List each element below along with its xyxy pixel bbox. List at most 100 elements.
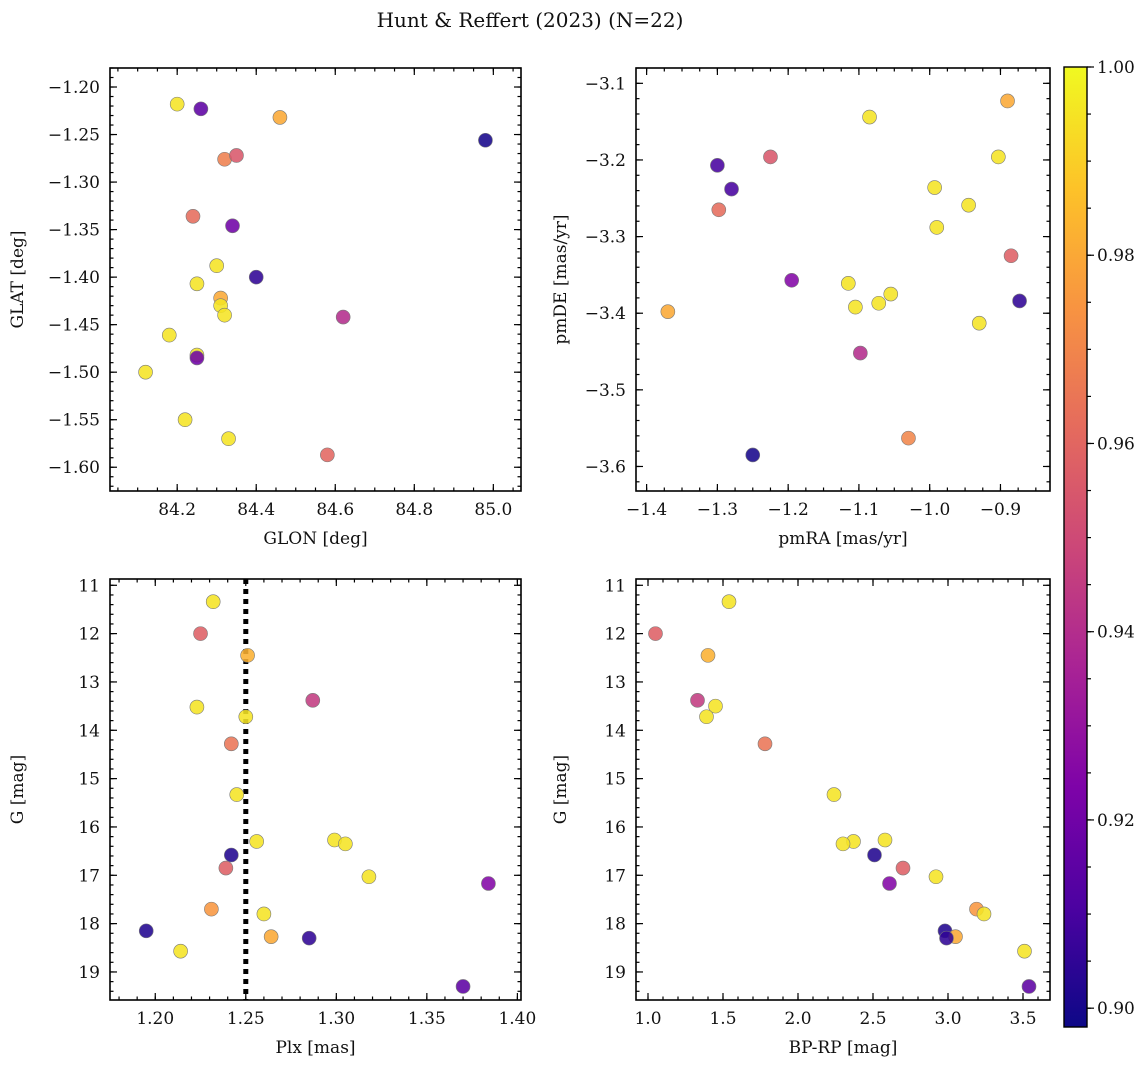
x-tick-label: 2.5 xyxy=(859,1009,886,1029)
y-tick-label: −1.40 xyxy=(48,268,100,288)
x-tick-label: 1.40 xyxy=(498,1009,536,1029)
data-point xyxy=(173,943,188,959)
y-tick-label: 12 xyxy=(78,625,100,645)
y-tick-label: −1.60 xyxy=(48,458,100,478)
data-point xyxy=(848,299,863,315)
x-tick-label: 2.0 xyxy=(784,1009,811,1029)
data-point xyxy=(335,309,351,325)
x-tick-label: 85.0 xyxy=(474,500,512,520)
data-point xyxy=(971,315,987,331)
x-tick-label: 84.2 xyxy=(158,500,196,520)
data-point xyxy=(929,220,945,235)
data-point xyxy=(177,412,193,428)
axes-frame xyxy=(635,67,1051,492)
scatter-panel-1: 84.2 84.4 84.6 84.8 85.0 −1.60 −1.55 −1.50 −1.45… xyxy=(8,67,522,549)
y-tick-label: 12 xyxy=(604,625,626,645)
data-point xyxy=(1017,943,1032,959)
data-point xyxy=(138,364,153,380)
data-point xyxy=(883,286,899,302)
data-point xyxy=(481,876,496,891)
data-point xyxy=(841,276,856,291)
axes-frame xyxy=(635,578,1051,1001)
y-tick-label: −1.50 xyxy=(48,363,100,383)
y-tick-label: 16 xyxy=(604,818,626,838)
x-tick-label: 1.30 xyxy=(317,1009,355,1029)
data-point xyxy=(708,698,723,714)
x-tick-label: −1.0 xyxy=(909,500,950,520)
y-tick-label: 11 xyxy=(78,576,100,596)
y-tick-label: −3.5 xyxy=(585,381,626,401)
y-axis-label: pmDE [mas/yr] xyxy=(551,214,571,344)
data-point xyxy=(991,149,1006,165)
x-axis-label: GLON [deg] xyxy=(263,529,367,549)
data-point xyxy=(895,860,911,876)
x-tick-label: 1.5 xyxy=(709,1009,736,1029)
data-point xyxy=(871,295,887,311)
data-point xyxy=(229,148,244,163)
scatter-panel-3: 1.20 1.25 1.30 1.35 1.40 11 12 13 14 15 16 17 18 19 Pl… xyxy=(8,576,536,1058)
data-point xyxy=(721,594,737,610)
data-point xyxy=(1021,979,1037,994)
colorbar-tick-label: 0.94 xyxy=(1097,623,1135,643)
data-point xyxy=(256,906,272,922)
y-tick-label: −1.55 xyxy=(48,411,100,431)
colorbar-gradient xyxy=(1063,66,1088,1028)
data-point xyxy=(263,929,279,944)
data-point xyxy=(853,345,868,361)
data-point xyxy=(882,876,897,891)
x-tick-label: −1.2 xyxy=(768,500,809,520)
y-tick-label: −1.25 xyxy=(48,126,100,146)
y-tick-label: 13 xyxy=(604,673,626,693)
y-tick-label: 15 xyxy=(78,770,100,790)
data-point xyxy=(249,834,264,849)
x-axis-label: BP-RP [mag] xyxy=(789,1038,898,1058)
x-tick-label: 1.35 xyxy=(408,1009,446,1029)
x-tick-label: −0.9 xyxy=(980,500,1021,520)
data-point xyxy=(901,430,916,446)
data-point xyxy=(826,787,842,802)
y-tick-label: 11 xyxy=(604,576,626,596)
data-point xyxy=(455,979,471,994)
y-tick-label: 14 xyxy=(604,721,626,741)
data-point xyxy=(745,447,761,463)
data-point xyxy=(862,109,877,125)
y-tick-label: 19 xyxy=(78,963,100,983)
y-axis-label: GLAT [deg] xyxy=(8,230,28,328)
data-point xyxy=(757,736,773,752)
x-tick-label: −1.4 xyxy=(626,500,667,520)
data-point xyxy=(248,269,264,285)
x-tick-label: 84.4 xyxy=(237,500,275,520)
y-tick-label: −3.1 xyxy=(585,74,626,94)
y-axis-label: G [mag] xyxy=(8,755,28,824)
y-tick-label: −3.6 xyxy=(585,457,626,477)
data-point xyxy=(224,736,239,752)
y-tick-label: −1.30 xyxy=(48,173,100,193)
y-tick-label: 13 xyxy=(78,673,100,693)
y-tick-label: −3.2 xyxy=(585,151,626,171)
data-point xyxy=(976,906,992,922)
data-point xyxy=(225,218,240,234)
y-tick-label: 18 xyxy=(78,915,100,935)
scatter-panel-2: −1.4 −1.3 −1.2 −1.1 −1.0 −0.9 −3.6 −3.5 −3.4 −3.3… xyxy=(551,67,1051,549)
data-point xyxy=(185,208,201,224)
data-point xyxy=(209,258,225,274)
y-tick-label: 15 xyxy=(604,770,626,790)
data-point xyxy=(478,132,493,148)
x-axis-label: pmRA [mas/yr] xyxy=(778,529,907,549)
data-point xyxy=(221,431,236,447)
y-axis-label: G [mag] xyxy=(551,755,571,824)
data-point xyxy=(229,787,245,802)
data-point xyxy=(1012,293,1027,309)
data-point xyxy=(361,869,377,885)
y-tick-label: 18 xyxy=(604,915,626,935)
data-point xyxy=(224,847,239,863)
y-tick-label: −3.4 xyxy=(585,304,626,324)
data-point xyxy=(724,181,739,197)
data-point xyxy=(189,350,205,366)
x-tick-label: 1.0 xyxy=(634,1009,661,1029)
colorbar-tick-label: 1.00 xyxy=(1097,58,1135,78)
data-point xyxy=(189,699,205,715)
data-point xyxy=(138,923,154,939)
y-tick-label: 14 xyxy=(78,721,100,741)
